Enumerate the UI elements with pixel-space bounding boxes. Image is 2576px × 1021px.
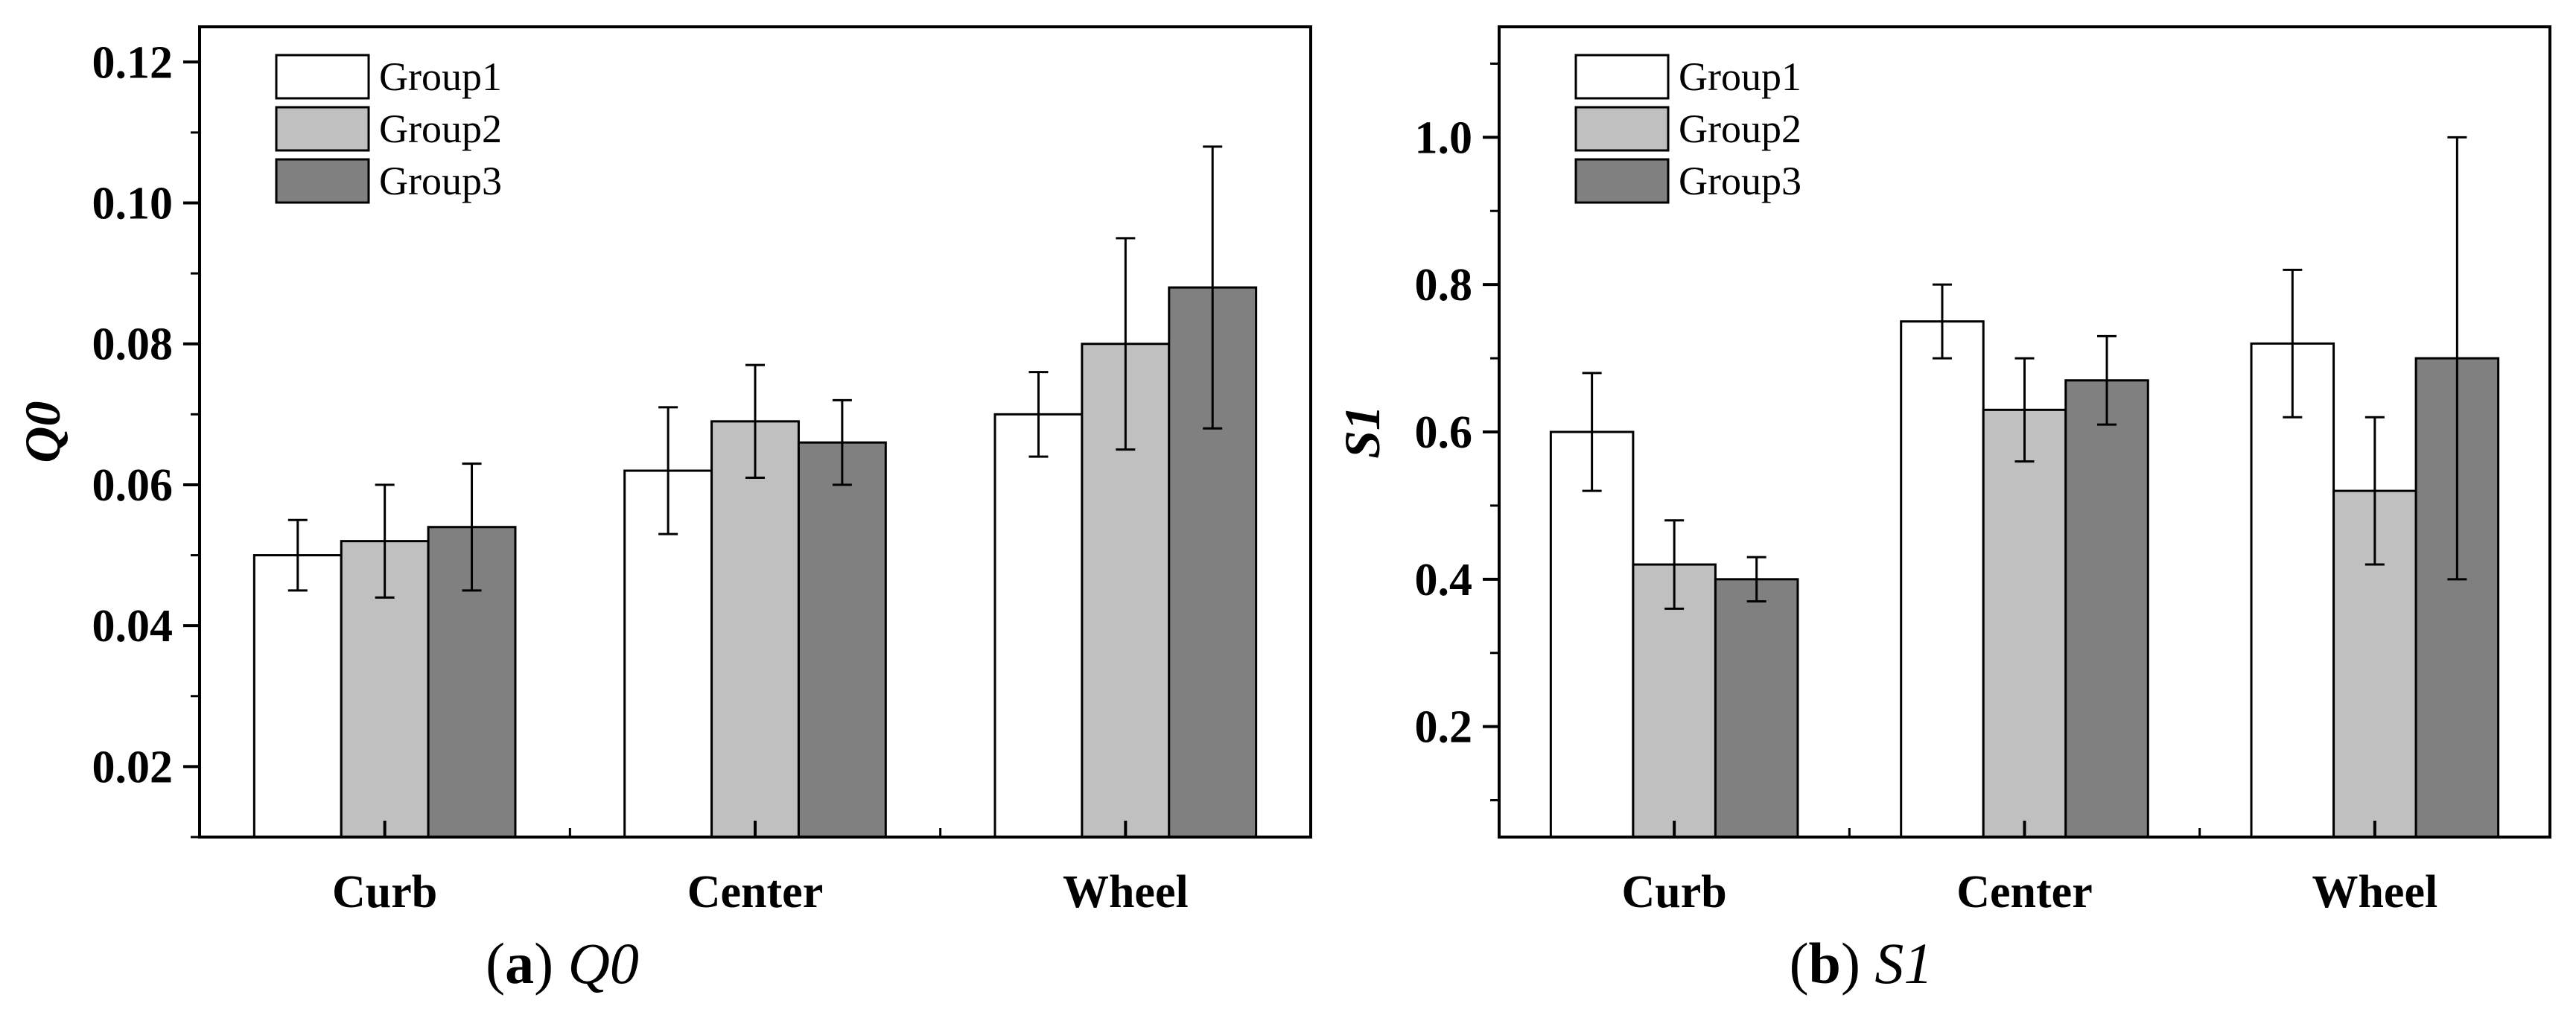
panel-caption: (b) S1 [1790,931,1933,996]
bar-group3-center [2064,379,2149,839]
error-bar-group1-curb [287,518,308,592]
legend: Group1 Group2 Group3 [275,54,502,204]
bar-group3-center [797,441,887,839]
bar-group2-center [710,420,800,839]
legend: Group1 Group2 Group3 [1574,54,1801,204]
legend-label-group3: Group3 [379,159,502,203]
y-tick-label: 0.2 [1415,702,1473,753]
error-bar-group2-curb [1664,519,1685,610]
y-tick-label: 1.0 [1415,112,1473,163]
y-tick-label: 0.12 [92,37,174,88]
legend-swatch-group1 [275,54,370,100]
error-bar-group3-curb [462,462,482,592]
error-bar-group1-center [1932,283,1952,360]
y-axis-label: Q0 [14,401,71,462]
bar-group2-center [1982,408,2067,839]
error-bar-group1-center [658,406,678,535]
error-bar-group2-wheel [1116,237,1136,451]
chart-panel-1: 0.02 0.04 0.06 0.08 0.10 0.12 Curb Center Wheel Q… [14,25,1312,996]
y-axis-label: S1 [1334,405,1390,459]
y-tick-label: 0.6 [1415,407,1473,458]
bar-group1-center [1900,320,1985,839]
y-tick-label: 0.06 [92,460,174,511]
error-bar-group3-wheel [2447,136,2467,581]
error-bar-group3-curb [1746,556,1766,602]
bar-group1-curb [1549,430,1635,839]
legend-label-group2: Group2 [379,106,502,151]
error-bar-group3-center [2097,334,2117,426]
y-tick-label: 0.08 [92,319,174,370]
legend-label-group1: Group1 [1679,54,1801,99]
y-tick-label: 0.10 [92,179,174,229]
error-bar-group1-wheel [1028,371,1049,458]
error-bar-group1-curb [1582,372,1602,492]
bar-group1-wheel [993,413,1084,839]
y-tick-label: 0.02 [92,742,174,792]
error-bar-group2-center [745,363,765,479]
error-bar-group1-wheel [2283,268,2303,419]
legend-swatch-group1 [1574,54,1670,100]
x-tick-label-center: Center [1956,867,2092,917]
x-tick-label-wheel: Wheel [1063,867,1189,917]
legend-label-group3: Group3 [1679,159,1801,203]
y-tick-label: 0.04 [92,601,174,652]
x-tick-label-curb: Curb [332,867,437,917]
error-bar-group2-curb [375,483,395,599]
x-tick-label-center: Center [687,867,823,917]
x-tick-label-wheel: Wheel [2312,867,2437,917]
error-bar-group3-center [832,398,852,486]
panel-caption: (a) Q0 [486,931,639,996]
error-bar-group3-wheel [1203,145,1223,430]
legend-label-group1: Group1 [379,54,502,99]
bar-group1-curb [252,554,343,839]
y-tick-label: 0.4 [1415,555,1473,605]
legend-swatch-group2 [1574,106,1670,152]
x-tick-label-curb: Curb [1622,867,1727,917]
error-bar-group2-wheel [2364,416,2385,566]
legend-swatch-group3 [275,158,370,204]
y-tick-label: 0.8 [1415,260,1473,311]
legend-label-group2: Group2 [1679,106,1801,151]
legend-swatch-group2 [275,106,370,152]
bar-group3-curb [1714,578,1799,839]
legend-swatch-group3 [1574,158,1670,204]
error-bar-group2-center [2014,357,2035,463]
